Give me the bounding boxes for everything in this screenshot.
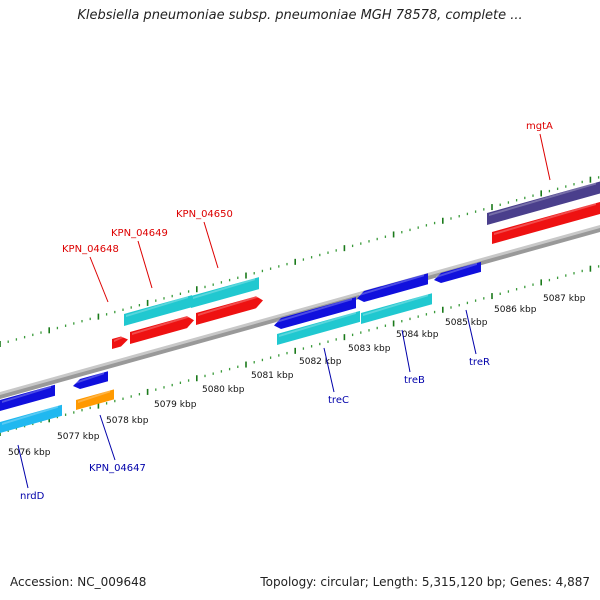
tick-rows [0,176,600,436]
gene-leader-line [17,444,29,489]
tick-label: 5076 kbp [8,448,51,458]
tick-label: 5078 kbp [106,416,149,426]
gene-KPN_04650-cyan[interactable] [191,277,259,308]
gene-treR-feature[interactable] [434,261,481,284]
tick-label: 5080 kbp [202,385,245,395]
tick-label: 5077 kbp [57,432,100,442]
tick-label: 5081 kbp [251,371,294,381]
gene-leader-line [323,347,335,393]
gene-treC-feature[interactable] [274,297,356,330]
tick-label: 5086 kbp [494,305,537,315]
gene-mgtA-feature[interactable] [487,181,600,225]
gene-label-KPN_04649[interactable]: KPN_04649 [111,228,168,239]
genome-backbone [0,225,600,399]
gene-nrdD-feature[interactable] [0,384,55,411]
gene-mgtA-red[interactable] [492,201,600,244]
gene-KPN_04650-feature[interactable] [196,295,263,325]
gene-label-treB[interactable]: treB [404,375,425,386]
lower-tick-row [0,265,600,436]
tick-label: 5079 kbp [154,400,197,410]
gene-label-KPN_04647[interactable]: KPN_04647 [89,463,146,474]
tick-label: 5085 kbp [445,318,488,328]
gene-leader-line [89,256,109,303]
gene-label-nrdD[interactable]: nrdD [20,491,45,502]
gene-KPN_04649-feature[interactable] [130,315,194,344]
tick-label: 5082 kbp [299,357,342,367]
gene-KPN_04648-feature[interactable] [112,335,128,349]
gene-treB-feature[interactable] [357,273,428,303]
tick-label: 5087 kbp [543,294,586,304]
gene-leader-line [401,329,411,373]
tick-label: 5083 kbp [348,344,391,354]
gene-KPN_04647-orange[interactable] [76,389,114,410]
topology-summary: Topology: circular; Length: 5,315,120 bp… [260,575,590,589]
tick-labels: 5076 kbp 5077 kbp 5078 kbp 5079 kbp 5080 kbp… [8,294,586,458]
gene-label-KPN_04650[interactable]: KPN_04650 [176,209,233,220]
gene-treC-cyan[interactable] [277,310,360,345]
upper-tick-row [0,176,600,347]
gene-leader-line [203,221,219,269]
gene-leader-line [137,240,153,289]
gene-label-mgtA[interactable]: mgtA [526,121,553,132]
gene-treB-cyan[interactable] [361,293,432,324]
gene-leader-line [539,133,551,181]
gene-leader-line [99,414,116,461]
gene-leader-line [465,309,477,355]
gene-label-treC[interactable]: treC [328,395,349,406]
tick-label: 5084 kbp [396,330,439,340]
gene-nrdD-feature-sky[interactable] [0,404,62,433]
gene-label-treR[interactable]: treR [469,357,490,368]
gene-KPN_04647-feature[interactable] [73,371,108,390]
gene-labels: KPN_04648 KPN_04649 KPN_04650 mgtA KPN_04647… [17,121,553,502]
gene-KPN_04649-cyan[interactable] [124,295,192,326]
gene-features [0,181,600,433]
accession-text: Accession: NC_009648 [10,575,147,589]
map-title: Klebsiella pneumoniae subsp. pneumoniae … [77,8,523,23]
gene-label-KPN_04648[interactable]: KPN_04648 [62,244,119,255]
